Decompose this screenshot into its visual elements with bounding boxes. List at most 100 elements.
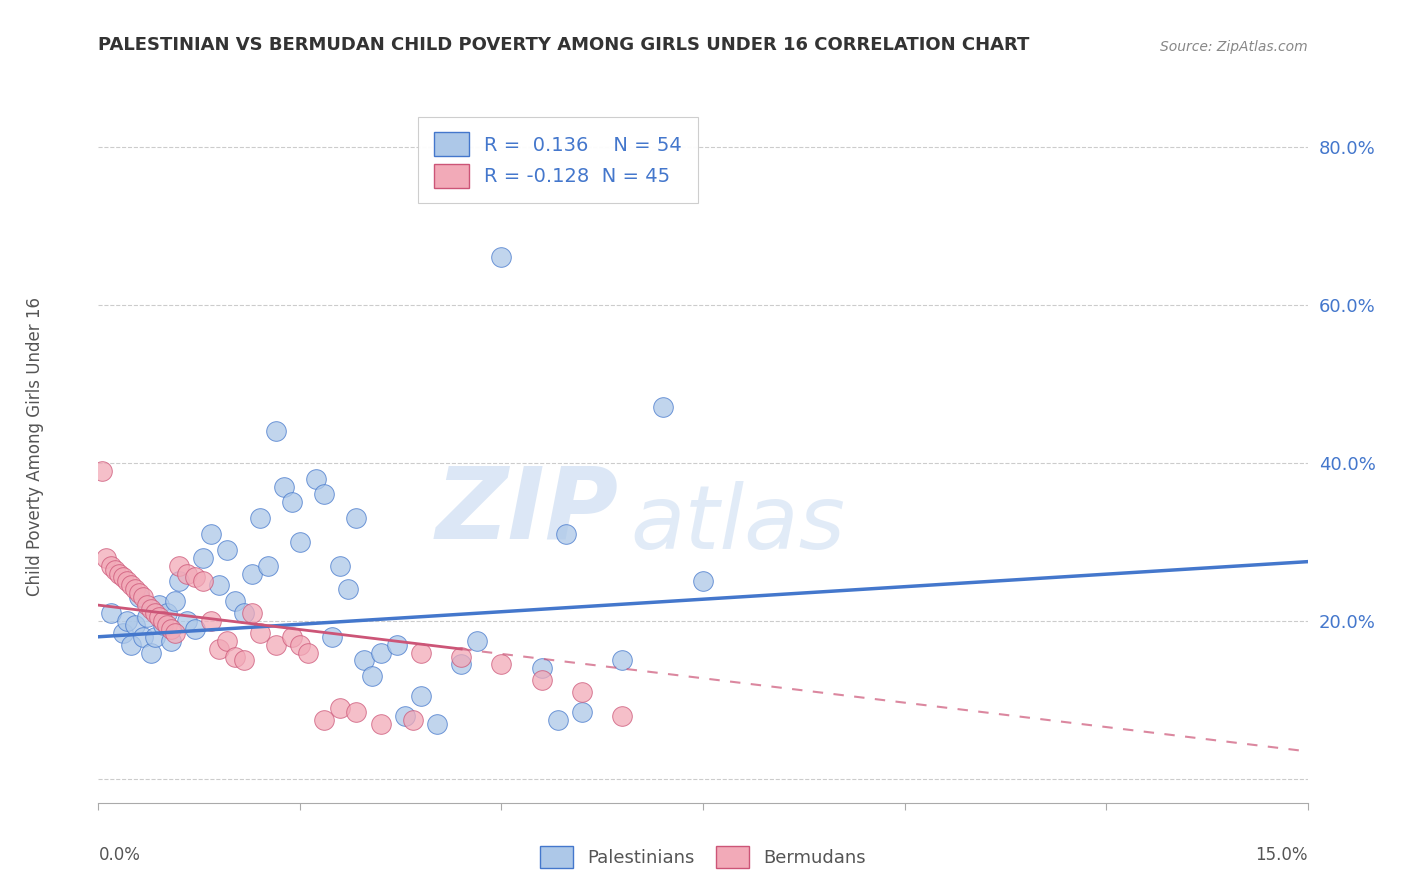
Point (370, 646, 392, 660)
Point (288, 534, 311, 549)
Point (156, 618, 179, 632)
Point (370, 716, 392, 731)
Point (530, 661, 553, 675)
Point (139, 646, 162, 660)
Point (612, 708, 634, 723)
Point (163, 594, 186, 608)
Point (264, 638, 287, 652)
Point (344, 511, 367, 525)
Point (249, 625, 271, 640)
Point (111, 570, 134, 584)
Point (240, 606, 263, 620)
Point (256, 558, 278, 573)
Point (120, 578, 142, 592)
Point (297, 646, 319, 660)
Point (249, 511, 271, 525)
Point (193, 550, 215, 565)
Point (200, 614, 222, 628)
Point (107, 566, 129, 581)
Point (651, 401, 673, 415)
Text: 15.0%: 15.0% (1256, 847, 1308, 864)
Point (571, 705, 593, 719)
Text: ZIP: ZIP (436, 462, 619, 559)
Point (224, 649, 246, 664)
Point (135, 598, 157, 612)
Point (167, 574, 190, 589)
Point (148, 598, 170, 612)
Point (217, 633, 239, 648)
Point (394, 708, 416, 723)
Point (232, 653, 254, 667)
Point (143, 630, 166, 644)
Point (337, 582, 360, 597)
Point (156, 606, 179, 620)
Point (264, 424, 287, 438)
Point (96, 550, 118, 565)
Point (103, 563, 125, 577)
Point (120, 638, 142, 652)
Point (409, 646, 432, 660)
Legend: Palestinians, Bermudans: Palestinians, Bermudans (531, 838, 875, 877)
Point (128, 586, 150, 600)
Point (115, 614, 138, 628)
Text: Child Poverty Among Girls Under 16: Child Poverty Among Girls Under 16 (27, 296, 44, 596)
Point (217, 542, 239, 557)
Point (184, 570, 207, 584)
Point (344, 705, 367, 719)
Point (329, 701, 352, 715)
Point (329, 558, 352, 573)
Point (305, 472, 328, 486)
Point (547, 713, 569, 727)
Text: 0.0%: 0.0% (98, 847, 141, 864)
Point (314, 487, 336, 501)
Point (184, 622, 207, 636)
Point (91, 464, 114, 478)
Point (208, 641, 231, 656)
Point (167, 558, 190, 573)
Point (135, 610, 157, 624)
Point (353, 653, 375, 667)
Text: PALESTINIAN VS BERMUDAN CHILD POVERTY AMONG GIRLS UNDER 16 CORRELATION CHART: PALESTINIAN VS BERMUDAN CHILD POVERTY AM… (98, 36, 1029, 54)
Point (385, 638, 408, 652)
Point (361, 669, 384, 683)
Point (143, 606, 166, 620)
Point (111, 625, 134, 640)
Point (409, 689, 432, 703)
Point (132, 630, 155, 644)
Point (571, 685, 593, 699)
Point (124, 582, 146, 597)
Point (224, 594, 246, 608)
Text: atlas: atlas (630, 482, 845, 567)
Point (612, 653, 634, 667)
Point (132, 591, 155, 605)
Point (530, 673, 553, 688)
Point (281, 630, 304, 644)
Point (160, 622, 183, 636)
Point (491, 250, 513, 264)
Point (176, 614, 198, 628)
Point (176, 566, 198, 581)
Point (555, 527, 578, 541)
Point (321, 630, 343, 644)
Point (281, 495, 304, 509)
Point (314, 713, 336, 727)
Point (160, 633, 183, 648)
Point (491, 657, 513, 672)
Point (152, 614, 174, 628)
Point (100, 606, 122, 620)
Point (450, 657, 472, 672)
Point (208, 578, 231, 592)
Point (426, 716, 449, 731)
Point (152, 618, 174, 632)
Point (148, 610, 170, 624)
Point (124, 618, 146, 632)
Point (163, 625, 186, 640)
Point (193, 574, 215, 589)
Point (240, 566, 263, 581)
Point (200, 527, 222, 541)
Point (100, 558, 122, 573)
Point (232, 606, 254, 620)
Point (450, 649, 472, 664)
Point (139, 602, 162, 616)
Point (288, 638, 311, 652)
